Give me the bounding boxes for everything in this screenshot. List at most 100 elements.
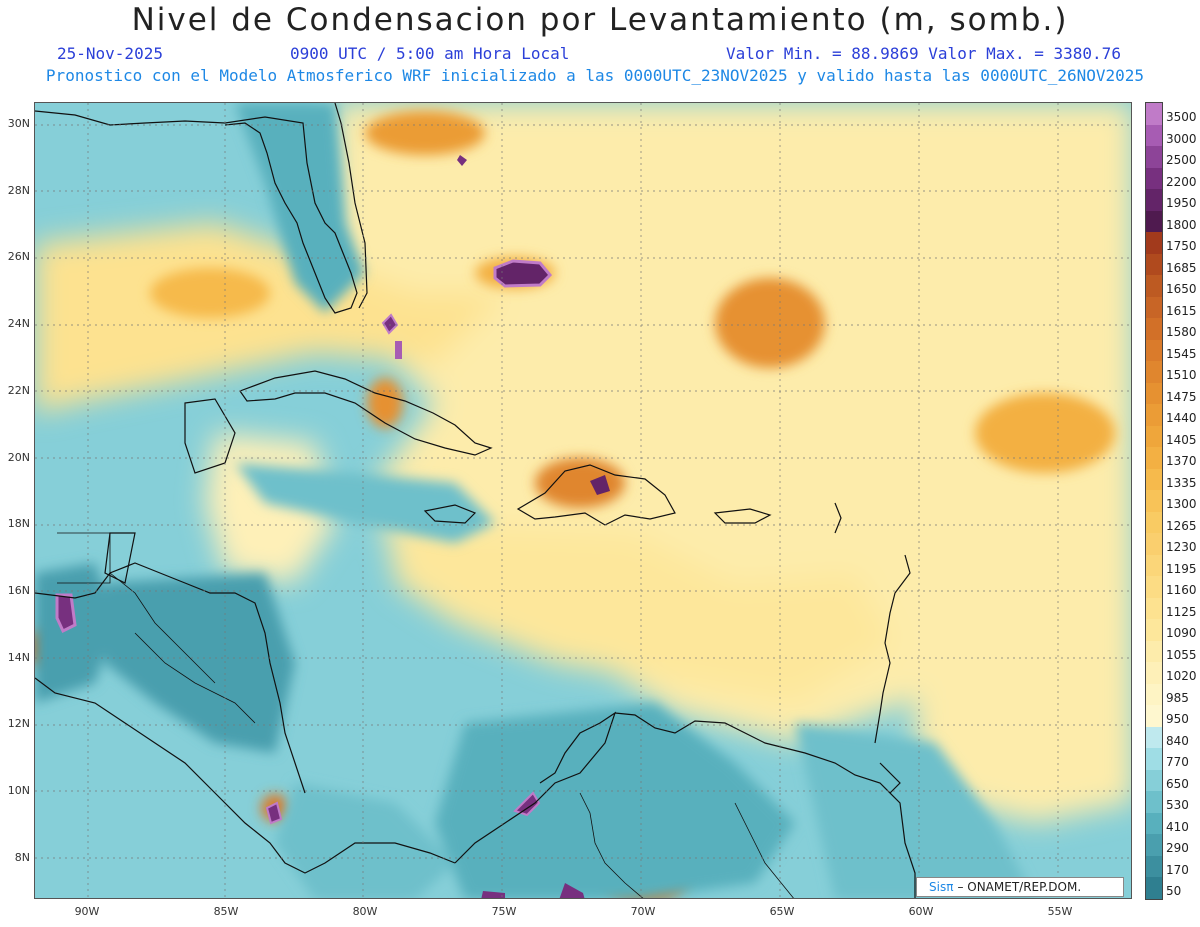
legend-label: 1615 [1166,303,1197,318]
legend-label: 1580 [1166,325,1197,340]
legend-label: 2200 [1166,174,1197,189]
legend-swatch [1146,640,1162,663]
legend-swatch [1146,533,1162,556]
lat-label: 28N [7,183,30,197]
legend-label: 290 [1166,841,1189,856]
legend-label: 1090 [1166,626,1197,641]
legend-swatch [1146,210,1162,233]
legend-label: 1545 [1166,346,1197,361]
legend-swatch [1146,619,1162,642]
legend-swatch [1146,275,1162,298]
min-max-values: Valor Min. = 88.9869 Valor Max. = 3380.7… [726,44,1121,63]
legend-swatch [1146,361,1162,384]
legend-label: 170 [1166,862,1189,877]
legend-swatch [1146,124,1162,147]
legend-label: 410 [1166,819,1189,834]
forecast-date: 25-Nov-2025 [57,44,163,63]
legend-swatch [1146,339,1162,362]
legend-label: 950 [1166,712,1189,727]
lon-label: 55W [1047,905,1073,918]
legend-swatch [1146,726,1162,749]
legend-swatch [1146,834,1162,857]
legend-swatch [1146,769,1162,792]
legend-label: 3500 [1166,110,1197,124]
legend-label: 1950 [1166,196,1197,211]
lon-label: 70W [630,905,656,918]
model-info: Pronostico con el Modelo Atmosferico WRF… [45,66,1145,85]
chart-title: Nivel de Condensacion por Levantamiento … [131,2,1069,38]
legend-label: 1020 [1166,669,1197,684]
legend-label: 3000 [1166,131,1197,146]
lat-label: 10N [7,784,30,797]
legend-swatch [1146,167,1162,190]
legend-swatch [1146,855,1162,878]
legend-label: 1160 [1166,583,1197,598]
lat-label: 8N [14,850,30,864]
legend-label: 1125 [1166,604,1197,619]
legend-label: 1650 [1166,282,1197,297]
lat-label: 20N [7,450,30,464]
legend-label: 2500 [1166,153,1197,168]
credit-box: Sisπ – ONAMET/REP.DOM. [916,877,1124,897]
field-maxima [55,155,610,898]
legend-swatch [1146,404,1162,427]
legend-swatch [1146,554,1162,577]
legend-label: 650 [1166,776,1189,791]
legend-swatch [1146,705,1162,728]
legend-label: 50 [1166,884,1182,899]
lcl-map [34,102,1132,899]
lon-label: 60W [908,905,934,918]
legend-label: 1265 [1166,518,1197,533]
legend-swatch [1146,146,1162,169]
legend-label: 1440 [1166,411,1197,426]
lat-label: 26N [7,250,30,264]
lat-label: 16N [7,583,30,597]
legend-swatch [1146,748,1162,771]
legend-label: 1230 [1166,540,1197,555]
legend-label: 985 [1166,690,1189,705]
legend-swatch [1146,103,1162,125]
lon-label: 90W [74,905,100,918]
legend-swatch [1146,425,1162,448]
legend-swatch [1146,382,1162,405]
legend-label: 1510 [1166,368,1197,383]
legend-swatch [1146,318,1162,341]
borders [57,532,794,898]
sispi-logo-text: Sisπ [929,880,954,894]
legend-label: 1475 [1166,389,1197,404]
lat-label: 14N [7,650,30,664]
legend-swatch [1146,189,1162,212]
legend-swatch [1146,812,1162,835]
color-legend [1145,102,1163,900]
lat-label: 22N [7,383,30,397]
legend-swatch [1146,447,1162,470]
legend-label: 1300 [1166,497,1197,512]
forecast-time: 0900 UTC / 5:00 am Hora Local [290,44,570,63]
legend-swatch [1146,253,1162,276]
legend-label: 770 [1166,755,1189,770]
legend-label: 1370 [1166,454,1197,469]
graticule [35,103,1131,898]
legend-swatch [1146,662,1162,685]
legend-swatch [1146,511,1162,534]
lat-label: 18N [7,517,30,531]
legend-label: 1405 [1166,432,1197,447]
legend-label: 1800 [1166,217,1197,232]
legend-swatch [1146,597,1162,620]
legend-swatch [1146,490,1162,513]
legend-label: 1335 [1166,475,1197,490]
legend-label: 1055 [1166,647,1197,662]
lon-label: 75W [491,905,517,918]
legend-swatch [1146,791,1162,814]
legend-label: 840 [1166,733,1189,748]
legend-label: 1685 [1166,260,1197,275]
legend-swatch [1146,232,1162,255]
lon-label: 85W [213,905,239,918]
lon-label: 80W [352,905,378,918]
legend-swatch [1146,576,1162,599]
legend-swatch [1146,683,1162,706]
map-field [35,103,1131,898]
lat-label: 30N [7,117,30,130]
lat-label: 24N [7,317,30,331]
legend-swatch [1146,468,1162,491]
